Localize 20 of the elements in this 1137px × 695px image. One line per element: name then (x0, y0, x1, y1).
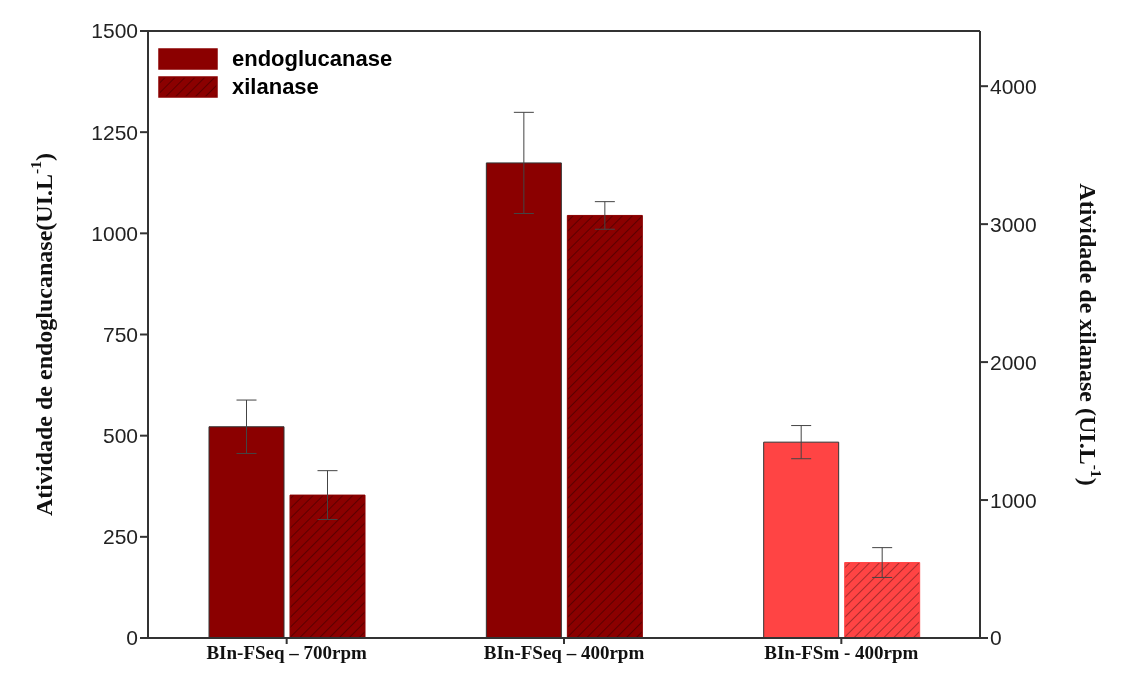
x-tick-label: BIn-FSm - 400rpm (764, 642, 919, 664)
y-tick-label: 1250 (91, 120, 138, 144)
bar (289, 494, 366, 638)
y2-tick-label: 4000 (990, 74, 1037, 98)
y2-tick-label: 0 (990, 626, 1002, 650)
y2-tick-label: 3000 (990, 212, 1037, 236)
y-tick-label: 250 (102, 525, 138, 549)
y-tick-label: 1500 (91, 19, 138, 43)
y-tick-label: 1000 (91, 221, 138, 245)
bar (844, 562, 921, 638)
legend-label: xilanase (232, 74, 319, 100)
x-tick-label: BIn-FSeq – 700rpm (206, 642, 368, 664)
y2-tick-label: 1000 (990, 488, 1037, 512)
y-tick-label: 750 (102, 322, 138, 346)
y2-tick-label: 2000 (990, 350, 1037, 374)
legend-label: endoglucanase (232, 46, 393, 72)
y-tick-label: 0 (126, 626, 138, 650)
y-tick-label: 500 (102, 424, 138, 448)
bar (566, 214, 643, 638)
x-tick-label: BIn-FSeq – 400rpm (483, 642, 645, 664)
